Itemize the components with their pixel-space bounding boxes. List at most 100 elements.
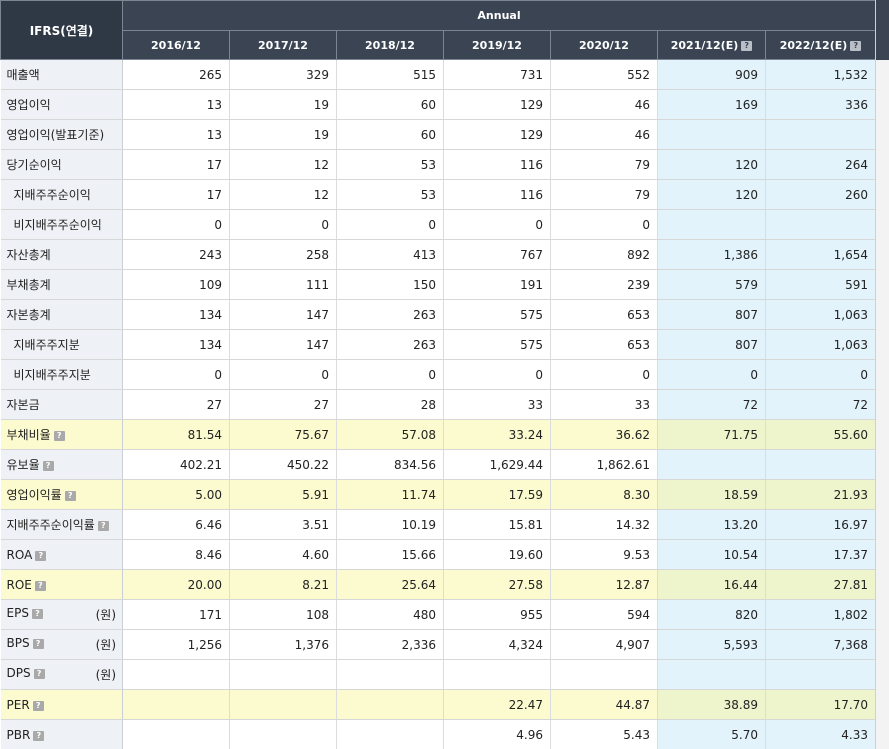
row-label-cell: ROE? bbox=[0, 569, 123, 600]
row-label-cell: 비지배주주지분 bbox=[0, 359, 123, 390]
row-label: 유보율 bbox=[6, 458, 40, 472]
value-cell: 20.00 bbox=[122, 569, 230, 600]
value-cell bbox=[657, 449, 766, 480]
value-cell: 258 bbox=[229, 239, 337, 270]
value-cell: 81.54 bbox=[122, 419, 230, 450]
value-cell: 4.96 bbox=[443, 719, 551, 749]
help-icon[interactable]: ? bbox=[64, 491, 76, 501]
vertical-scrollbar[interactable] bbox=[875, 0, 889, 749]
row-label-cell: 자산총계 bbox=[0, 239, 123, 270]
value-cell bbox=[657, 209, 766, 240]
value-cell: 13 bbox=[122, 89, 230, 120]
value-cell: 1,802 bbox=[765, 599, 877, 630]
value-cell: 0 bbox=[122, 359, 230, 390]
value-cell: 263 bbox=[336, 299, 444, 330]
value-cell bbox=[122, 719, 230, 749]
help-icon[interactable]: ? bbox=[32, 639, 44, 649]
value-cell: 79 bbox=[550, 179, 658, 210]
value-cell bbox=[336, 719, 444, 749]
row-label-cell: ROA? bbox=[0, 539, 123, 570]
value-cell: 653 bbox=[550, 299, 658, 330]
value-cell: 16.97 bbox=[765, 509, 877, 540]
value-cell: 60 bbox=[336, 119, 444, 150]
value-cell: 21.93 bbox=[765, 479, 877, 510]
value-cell: 243 bbox=[122, 239, 230, 270]
help-icon[interactable]: ? bbox=[34, 580, 46, 591]
row-label: EPS bbox=[6, 606, 29, 620]
value-cell: 8.30 bbox=[550, 479, 658, 510]
value-cell: 15.66 bbox=[336, 539, 444, 570]
value-cell: 19.60 bbox=[443, 539, 551, 570]
help-icon[interactable]: ? bbox=[32, 700, 44, 711]
row-label-cell: DPS? (원) bbox=[0, 659, 123, 690]
value-cell: 12 bbox=[229, 149, 337, 180]
table-row: BPS? (원) 1,256 1,376 2,336 4,324 4,907 5,593 7,3… bbox=[0, 629, 877, 660]
estimate-help-icon[interactable]: ? bbox=[741, 40, 753, 51]
value-cell bbox=[765, 209, 877, 240]
year-header-1: 2017/12 bbox=[229, 30, 337, 60]
value-cell: 264 bbox=[765, 149, 877, 180]
value-cell: 7,368 bbox=[765, 629, 877, 660]
row-label-cell: 자본금 bbox=[0, 389, 123, 420]
value-cell: 8.46 bbox=[122, 539, 230, 570]
value-cell: 834.56 bbox=[336, 449, 444, 480]
help-icon[interactable]: ? bbox=[33, 669, 45, 679]
value-cell: 0 bbox=[765, 359, 877, 390]
value-cell bbox=[336, 689, 444, 720]
value-cell: 5.70 bbox=[657, 719, 766, 749]
help-icon[interactable]: ? bbox=[31, 609, 43, 619]
value-cell: 17 bbox=[122, 149, 230, 180]
row-label-cell: PER? bbox=[0, 689, 123, 720]
value-cell: 591 bbox=[765, 269, 877, 300]
value-cell: 955 bbox=[443, 599, 551, 630]
row-label-cell: 비지배주주순이익 bbox=[0, 209, 123, 240]
year-header-row: 2016/12 2017/12 2018/12 2019/12 2020/12 2021/… bbox=[1, 30, 877, 60]
value-cell bbox=[229, 689, 337, 720]
value-cell: 767 bbox=[443, 239, 551, 270]
table-body: 매출액 265 329 515 731 552 909 1,532 영업이익 13 19 60 129 4… bbox=[0, 59, 877, 749]
value-cell: 55.60 bbox=[765, 419, 877, 450]
row-label: 지배주주지분 bbox=[13, 338, 80, 352]
value-cell: 27.81 bbox=[765, 569, 877, 600]
value-cell: 111 bbox=[229, 269, 337, 300]
value-cell: 38.89 bbox=[657, 689, 766, 720]
help-icon[interactable]: ? bbox=[33, 730, 45, 741]
value-cell: 0 bbox=[229, 209, 337, 240]
row-label-cell: 당기순이익 bbox=[0, 149, 123, 180]
value-cell: 109 bbox=[122, 269, 230, 300]
estimate-help-icon[interactable]: ? bbox=[850, 40, 862, 51]
value-cell: 4,324 bbox=[443, 629, 551, 660]
help-icon[interactable]: ? bbox=[42, 461, 54, 471]
value-cell: 1,063 bbox=[765, 329, 877, 360]
value-cell: 909 bbox=[657, 59, 766, 90]
value-cell: 4.33 bbox=[765, 719, 877, 749]
help-icon[interactable]: ? bbox=[53, 431, 65, 441]
help-icon[interactable]: ? bbox=[35, 550, 47, 561]
row-label: DPS bbox=[6, 666, 31, 680]
help-icon[interactable]: ? bbox=[97, 521, 109, 531]
value-cell: 8.21 bbox=[229, 569, 337, 600]
value-cell: 1,256 bbox=[122, 629, 230, 660]
year-label: 2016/12 bbox=[151, 38, 201, 52]
row-label: 영업이익(발표기준) bbox=[6, 128, 105, 142]
year-header-5: 2021/12(E)? bbox=[657, 30, 766, 60]
value-cell: 46 bbox=[550, 89, 658, 120]
value-cell bbox=[336, 659, 444, 690]
value-cell bbox=[657, 659, 766, 690]
table-row: EPS? (원) 171 108 480 955 594 820 1,802 bbox=[0, 599, 877, 630]
value-cell: 150 bbox=[336, 269, 444, 300]
value-cell: 36.62 bbox=[550, 419, 658, 450]
value-cell: 19 bbox=[229, 89, 337, 120]
table-row: 비지배주주지분 0 0 0 0 0 0 0 bbox=[0, 359, 877, 390]
row-label: PBR bbox=[6, 727, 31, 742]
table-row: 지배주주순이익 17 12 53 116 79 120 260 bbox=[0, 179, 877, 210]
value-cell: 19 bbox=[229, 119, 337, 150]
value-cell: 27.58 bbox=[443, 569, 551, 600]
value-cell: 0 bbox=[336, 209, 444, 240]
year-label: 2019/12 bbox=[472, 38, 522, 52]
value-cell: 27 bbox=[122, 389, 230, 420]
value-cell: 33.24 bbox=[443, 419, 551, 450]
year-label: 2020/12 bbox=[579, 38, 629, 52]
year-header-4: 2020/12 bbox=[550, 30, 658, 60]
